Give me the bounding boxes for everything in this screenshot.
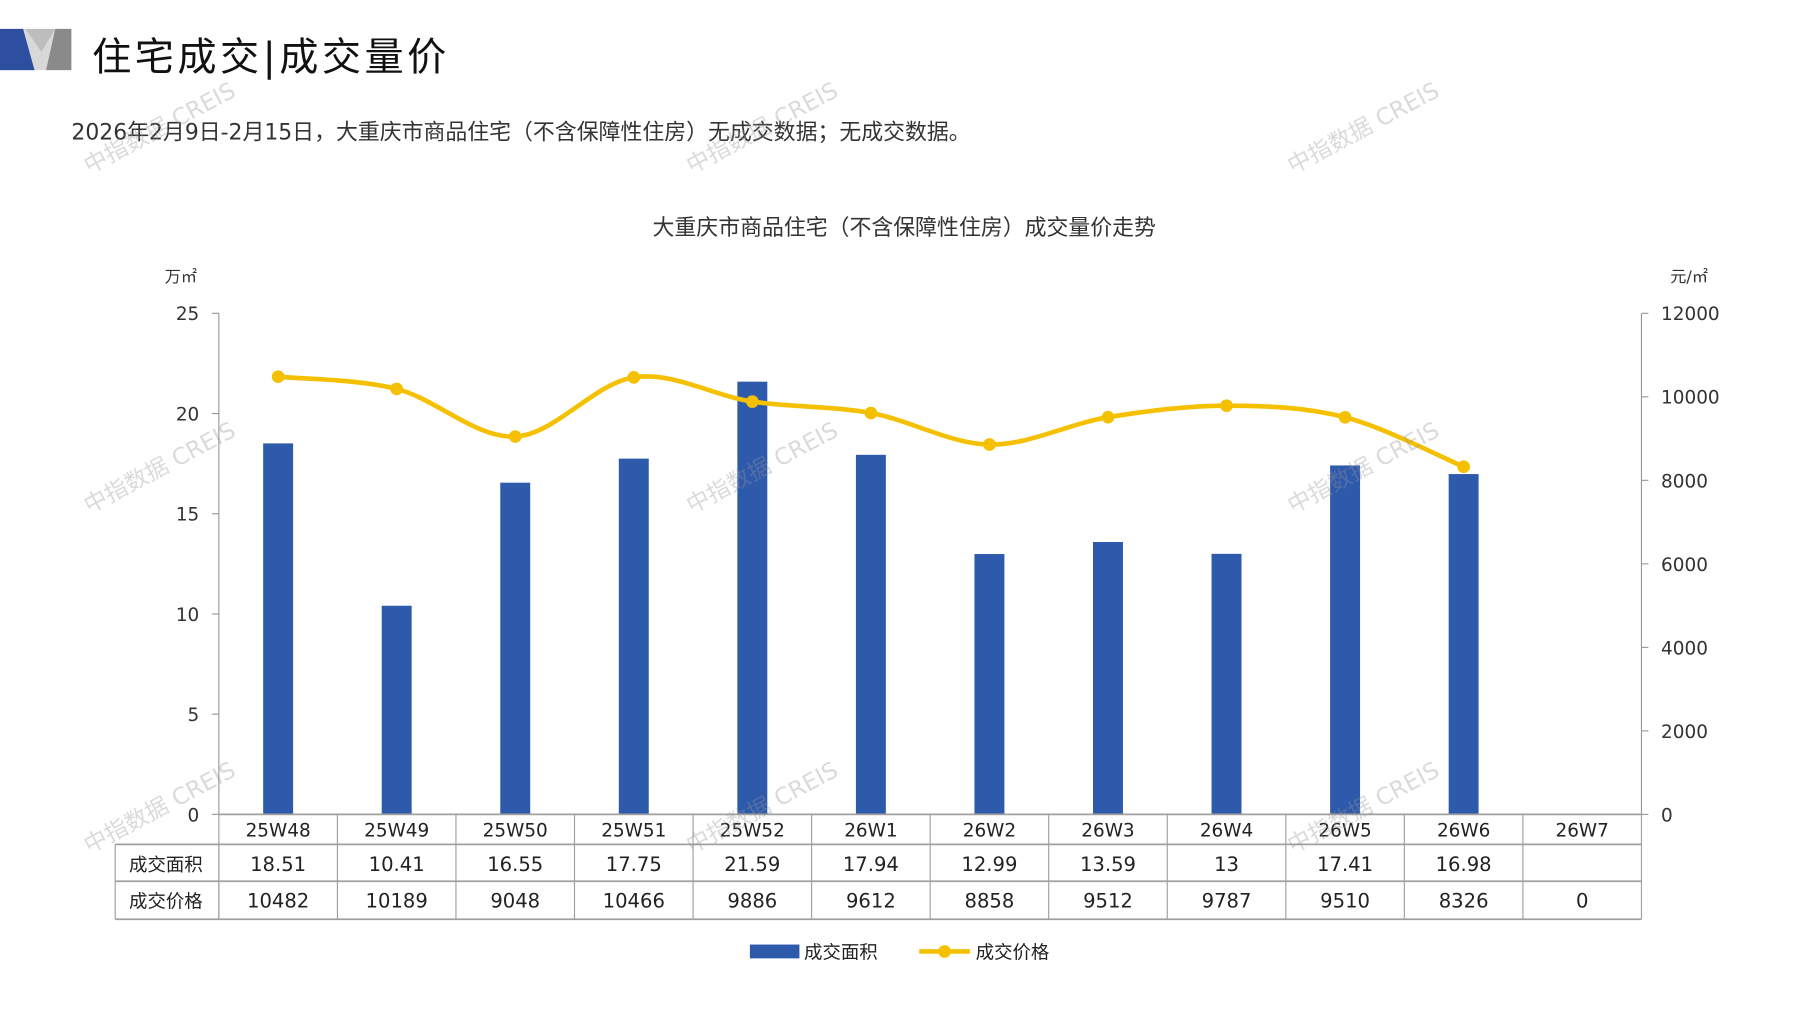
price-point-25W52 xyxy=(745,395,759,408)
left-tick-label: 15 xyxy=(176,505,199,526)
bar-25W48 xyxy=(263,443,294,815)
price-point-25W51 xyxy=(627,371,641,384)
price-value: 10189 xyxy=(366,890,428,913)
price-point-25W48 xyxy=(271,370,285,384)
right-tick-label: 12000 xyxy=(1661,304,1720,325)
right-tick-label: 0 xyxy=(1661,805,1673,826)
price-point-25W50 xyxy=(508,430,522,443)
right-tick-label: 6000 xyxy=(1661,555,1708,576)
price-point-26W1 xyxy=(864,406,878,420)
price-value: 9612 xyxy=(846,890,896,913)
area-value: 17.75 xyxy=(606,853,662,876)
page-title: 住宅成交|成交量价 xyxy=(92,34,450,81)
price-point-26W3 xyxy=(1101,410,1115,424)
area-value: 21.59 xyxy=(724,853,780,876)
category-label: 26W6 xyxy=(1437,820,1490,841)
price-point-26W5 xyxy=(1338,410,1352,424)
price-line xyxy=(277,374,1465,469)
category-label: 25W51 xyxy=(601,820,666,841)
left-tick-label: 5 xyxy=(188,705,200,726)
category-label: 25W48 xyxy=(246,820,311,841)
bar-25W51 xyxy=(618,458,649,815)
bar-26W3 xyxy=(1093,542,1123,815)
category-label: 25W50 xyxy=(483,820,548,841)
legend-line-marker-icon xyxy=(938,945,951,958)
category-label: 26W1 xyxy=(844,820,897,841)
bar-26W1 xyxy=(855,454,886,815)
area-value: 18.51 xyxy=(250,853,306,876)
right-axis-unit: 元/㎡ xyxy=(1670,268,1708,287)
area-value: 13.59 xyxy=(1080,853,1136,876)
price-point-26W6 xyxy=(1457,460,1470,474)
title-decoration xyxy=(0,28,72,71)
price-point-26W2 xyxy=(983,438,996,451)
price-value: 9886 xyxy=(727,890,777,913)
left-tick-label: 20 xyxy=(176,404,199,425)
table-row-label-price: 成交价格 xyxy=(129,892,203,913)
table-row-label-area: 成交面积 xyxy=(129,855,203,876)
right-tick-label: 8000 xyxy=(1661,471,1708,492)
left-tick-label: 25 xyxy=(176,304,199,325)
category-label: 26W2 xyxy=(963,820,1016,841)
area-value: 10.41 xyxy=(369,853,425,876)
area-value: 17.94 xyxy=(843,853,899,876)
bar-25W49 xyxy=(381,605,412,815)
price-point-25W49 xyxy=(390,382,404,396)
price-value: 8326 xyxy=(1439,890,1489,913)
bar-26W6 xyxy=(1448,474,1479,815)
price-value: 10482 xyxy=(247,890,309,913)
left-axis-unit: 万㎡ xyxy=(164,268,197,287)
category-label: 26W7 xyxy=(1555,820,1608,841)
bar-26W4 xyxy=(1211,553,1242,815)
price-value: 10466 xyxy=(603,890,665,913)
left-tick-label: 0 xyxy=(188,805,200,826)
area-value: 12.99 xyxy=(961,853,1017,876)
price-value: 9512 xyxy=(1083,890,1133,913)
category-label: 26W5 xyxy=(1318,820,1371,841)
price-point-26W4 xyxy=(1220,399,1233,413)
area-value: 17.41 xyxy=(1317,853,1373,876)
category-label: 26W3 xyxy=(1081,820,1134,841)
category-label: 26W4 xyxy=(1200,820,1253,841)
bar-26W5 xyxy=(1330,465,1361,815)
area-value: 13 xyxy=(1214,853,1239,876)
legend-label-area: 成交面积 xyxy=(804,942,878,963)
bar-25W50 xyxy=(500,482,531,815)
chart-title: 大重庆市商品住宅（不含保障性住房）成交量价走势 xyxy=(652,215,1156,241)
area-value: 16.98 xyxy=(1436,853,1492,876)
bar-25W52 xyxy=(737,381,768,815)
right-tick-label: 2000 xyxy=(1661,722,1708,743)
right-tick-label: 4000 xyxy=(1661,638,1708,659)
summary-text: 2026年2月9日-2月15日，大重庆市商品住宅（不含保障性住房）无成交数据；无… xyxy=(71,119,971,146)
price-value: 9048 xyxy=(490,890,540,913)
legend-bar-swatch-icon xyxy=(749,944,800,959)
left-tick-label: 10 xyxy=(176,605,199,626)
price-value: 9510 xyxy=(1320,890,1370,913)
bar-26W2 xyxy=(974,554,1005,815)
right-tick-label: 10000 xyxy=(1661,388,1720,409)
area-value: 16.55 xyxy=(487,853,543,876)
title-logo-icon xyxy=(0,28,72,71)
category-label: 25W49 xyxy=(364,820,429,841)
legend-label-price: 成交价格 xyxy=(976,942,1050,963)
category-label: 25W52 xyxy=(720,820,785,841)
price-value: 9787 xyxy=(1202,890,1252,913)
price-value: 0 xyxy=(1576,890,1588,913)
price-value: 8858 xyxy=(965,890,1015,913)
